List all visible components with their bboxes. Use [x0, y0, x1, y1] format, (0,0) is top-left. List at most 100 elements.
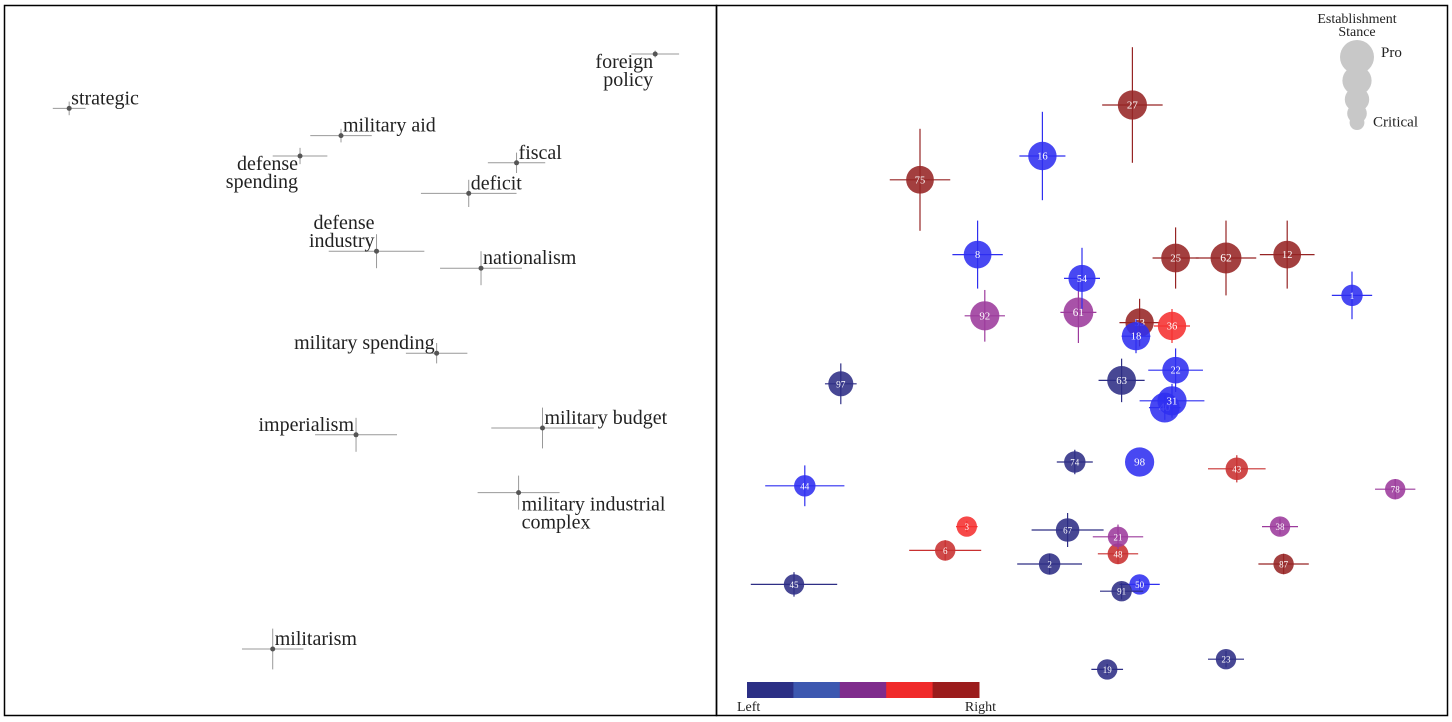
term-imperialism-label-line: imperialism: [258, 414, 354, 436]
color-legend-left-label: Left: [737, 700, 760, 715]
outlet-31-group: 31: [1139, 383, 1205, 418]
outlet-36-label: 36: [1167, 322, 1178, 333]
outlet-8-marker: [963, 240, 992, 269]
outlet-62-group: 62: [1195, 220, 1257, 296]
term-imperialism-point: [353, 432, 359, 438]
term-military-spending-label-line: military spending: [294, 332, 435, 354]
outlet-31-marker: [1157, 386, 1187, 416]
outlet-43-group: 43: [1208, 455, 1266, 483]
term-imperialism-label: imperialism: [258, 414, 354, 436]
term-military-aid-group: military aid: [310, 115, 436, 143]
size-legend-critical-label: Critical: [1373, 115, 1418, 131]
outlet-97-group: 97: [824, 363, 857, 405]
outlet-91-marker: [1111, 581, 1132, 602]
term-strategic-label-line: strategic: [71, 87, 139, 109]
outlet-1-group: 1: [1331, 271, 1373, 320]
outlet-6-group: 6: [909, 540, 982, 561]
term-military-industrial-complex-group: military industrial complex: [477, 475, 666, 534]
outlet-63-group: 63: [1098, 358, 1145, 403]
outlet-67-label: 67: [1063, 526, 1073, 536]
outlet-18-label: 18: [1131, 332, 1142, 343]
outlet-2-label: 2: [1047, 560, 1052, 570]
term-defense-spending-point: [297, 153, 303, 159]
outlet-62-label: 62: [1220, 252, 1232, 265]
outlet-25-group: 25: [1152, 227, 1199, 289]
term-fiscal-label: fiscal: [519, 142, 563, 164]
outlet-19-group: 19: [1091, 659, 1124, 680]
outlet-50-label: 50: [1135, 580, 1145, 590]
outlet-87-label: 87: [1279, 560, 1289, 570]
term-foreign-policy-label-line: foreign: [595, 51, 653, 73]
term-defense-spending-label-line: spending: [226, 171, 298, 193]
outlet-74-marker: [1064, 451, 1086, 473]
outlet-31-label: 31: [1167, 395, 1178, 407]
color-legend-right-label: Right: [965, 700, 996, 715]
term-militarism-point: [270, 646, 276, 652]
outlet-18-group: 18: [1121, 319, 1151, 354]
outlet-12-group: 12: [1259, 220, 1315, 289]
term-defense-industry-point: [374, 248, 380, 254]
size-legend-title-line: Establishment: [1317, 12, 1396, 27]
outlet-6-label: 6: [943, 546, 948, 556]
term-military-aid-label: military aid: [343, 115, 436, 137]
outlet-44-group: 44: [765, 465, 845, 507]
term-military-industrial-complex-label-line: military industrial: [522, 494, 666, 516]
outlet-21-group: 21: [1092, 524, 1144, 550]
term-fiscal-group: fiscal: [487, 142, 563, 173]
right-panel-frame: [715, 4, 1449, 717]
outlet-78-marker: [1385, 479, 1406, 500]
term-defense-industry-label: defense industry: [309, 212, 375, 252]
outlet-92-label: 92: [979, 310, 990, 322]
term-foreign-policy-label-line: policy: [603, 69, 653, 91]
outlet-23-group: 23: [1208, 649, 1244, 670]
outlet-22-label: 22: [1171, 366, 1181, 377]
outlet-3-marker: [956, 516, 977, 537]
term-foreign-policy-point: [652, 51, 658, 57]
term-military-industrial-complex-label-line: complex: [522, 512, 591, 534]
outlet-1-label: 1: [1350, 291, 1355, 301]
term-military-budget-label-line: military budget: [544, 407, 667, 429]
term-military-industrial-complex-label: military industrial complex: [522, 494, 666, 534]
outlet-36-group: 36: [1154, 309, 1190, 343]
term-nationalism-group: nationalism: [440, 247, 577, 286]
term-fiscal-point: [514, 160, 520, 166]
outlet-48-marker: [1107, 543, 1129, 565]
outlet-27-label: 27: [1127, 100, 1138, 112]
outlet-98-label: 98: [1134, 457, 1145, 469]
term-deficit-label: deficit: [471, 172, 523, 194]
outlet-2-marker: [1038, 553, 1061, 575]
outlet-23-marker: [1215, 649, 1237, 670]
term-nationalism-label: nationalism: [483, 247, 577, 269]
term-nationalism-point: [478, 265, 484, 271]
outlet-97-marker: [828, 371, 854, 397]
outlet-74-label: 74: [1070, 458, 1080, 468]
outlet-92-marker: [970, 301, 1000, 331]
outlet-48-label: 48: [1114, 549, 1124, 559]
outlet-75-marker: [906, 165, 934, 194]
outlet-87-group: 87: [1258, 553, 1309, 575]
outlet-45-group: 45: [750, 572, 838, 597]
outlet-74-group: 74: [1056, 449, 1093, 475]
color-legend-swatch: [747, 682, 794, 698]
term-strategic-label: strategic: [71, 87, 139, 109]
outlet-50-marker: [1129, 574, 1150, 595]
outlet-43-marker: [1225, 457, 1249, 481]
outlet-1-marker: [1341, 284, 1363, 307]
color-legend-swatch: [793, 682, 841, 698]
size-legend-pro-label: Pro: [1381, 45, 1402, 61]
outlet-98-group: 98: [1124, 447, 1155, 477]
color-legend-swatch: [839, 682, 887, 698]
outlet-8-label: 8: [975, 250, 980, 261]
outlet-48-group: 48: [1097, 543, 1139, 565]
outlet-3-label: 3: [965, 522, 970, 532]
outlet-27-group: 27: [1102, 47, 1163, 163]
left-panel-frame: [3, 4, 718, 717]
term-military-budget-point: [539, 425, 545, 431]
term-military-spending-group: military spending: [294, 332, 468, 364]
outlet-67-marker: [1055, 518, 1080, 542]
size-legend-circle: [1342, 66, 1372, 96]
outlet-22-group: 22: [1148, 348, 1203, 392]
left-panel-scatter: strategic foreign policy military aid defens…: [52, 50, 680, 670]
